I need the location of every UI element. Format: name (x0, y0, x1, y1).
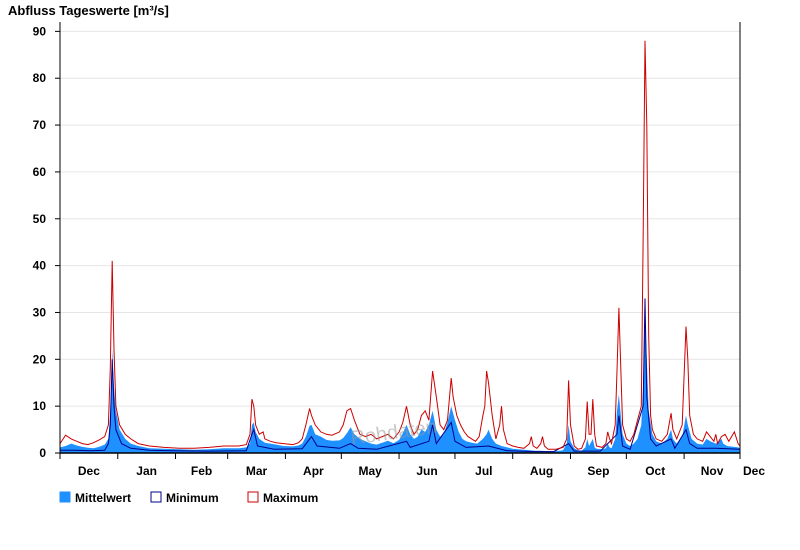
x-tick-label: Jan (136, 464, 157, 478)
x-tick-label: Jul (475, 464, 492, 478)
x-tick-label: Jun (416, 464, 437, 478)
series-mittelwert-area (60, 317, 740, 453)
y-tick-label: 20 (33, 352, 47, 366)
y-tick-label: 80 (33, 71, 47, 85)
x-tick-label: May (359, 464, 383, 478)
gridlines (60, 30, 740, 407)
x-tick-label: Mar (246, 464, 268, 478)
legend-label-minimum: Minimum (166, 491, 219, 505)
y-tick-label: 30 (33, 305, 47, 319)
series-layer (59, 40, 741, 453)
legend: Mittelwert Minimum Maximum (59, 491, 318, 505)
chart-title: Abfluss Tageswerte [m³/s] (8, 3, 169, 18)
y-tick-label: 60 (33, 165, 47, 179)
y-tick-label: 70 (33, 118, 47, 132)
legend-swatch-minimum (150, 491, 162, 503)
x-tick-label: Dec (78, 464, 100, 478)
y-tick-label: 90 (33, 24, 47, 38)
x-tick-label: Apr (303, 464, 324, 478)
x-tick-label: Dec (743, 464, 765, 478)
legend-swatch-maximum (247, 491, 259, 503)
x-tick-label: Aug (530, 464, 553, 478)
legend-swatch-mittelwert (59, 491, 71, 503)
y-tick-label: 50 (33, 212, 47, 226)
y-tick-label: 0 (39, 446, 46, 460)
y-tick-label: 10 (33, 399, 47, 413)
x-tick-label: Sep (587, 464, 609, 478)
x-tick-label: Feb (191, 464, 212, 478)
axes: 0 10 20 30 40 50 60 70 80 90 Dec Jan Feb Mar Apr May Jun… (33, 22, 765, 478)
x-tick-label: Nov (701, 464, 724, 478)
x-tick-label: Oct (645, 464, 665, 478)
series-maximum-line (59, 40, 741, 450)
y-tick-label: 40 (33, 259, 47, 273)
legend-label-maximum: Maximum (263, 491, 318, 505)
legend-label-mittelwert: Mittelwert (75, 491, 131, 505)
series-minimum-line (60, 298, 741, 453)
